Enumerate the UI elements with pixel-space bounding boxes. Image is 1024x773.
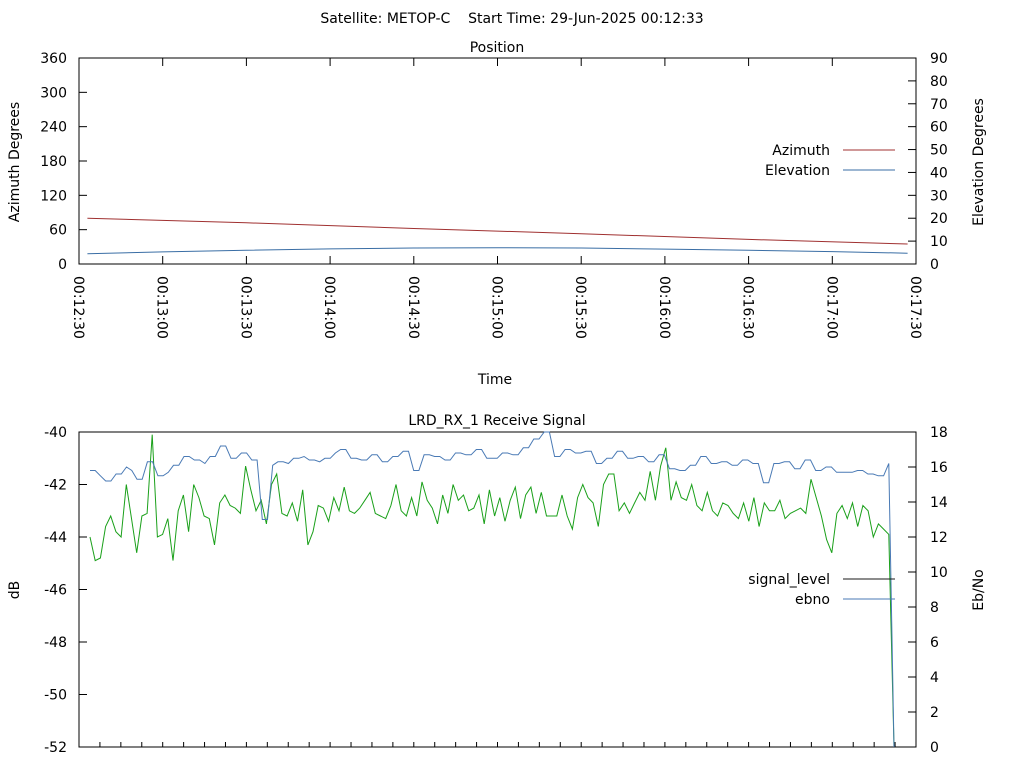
db-tick-label-0: -40: [44, 425, 67, 441]
ebno-tick-label-9: 18: [930, 425, 948, 441]
ebno-tick-label-2: 4: [930, 670, 939, 686]
elevation-tick-label-3: 30: [930, 188, 948, 204]
elevation-tick-label-4: 40: [930, 165, 948, 181]
elevation-tick-label-9: 90: [930, 51, 948, 67]
azimuth-tick-label-3: 180: [40, 154, 67, 170]
ebno-tick-label-0: 0: [930, 740, 939, 756]
legend-label-signal-level: signal_level: [748, 572, 830, 588]
ebno-tick-label-3: 6: [930, 635, 939, 651]
db-tick-label-1: -42: [44, 478, 67, 494]
ebno-tick-label-6: 12: [930, 530, 948, 546]
position-plot-frame: [78, 57, 917, 265]
azimuth-tick-label-2: 120: [40, 188, 67, 204]
legend-label-ebno: ebno: [795, 592, 830, 608]
signal-time-axis: [78, 742, 917, 747]
legend-label-azimuth: Azimuth: [772, 143, 830, 159]
azimuth-line: [87, 217, 908, 245]
receive-signal-chart: LRD_RX_1 Receive Signal -40-42-44-46-48-…: [7, 413, 987, 756]
time-tick-label-0: 00:12:30: [70, 276, 86, 339]
azimuth-axis-label: Azimuth Degrees: [7, 102, 23, 222]
time-tick-label-5: 00:15:00: [489, 276, 505, 339]
receive-signal-chart-title: LRD_RX_1 Receive Signal: [408, 413, 585, 429]
db-tick-label-5: -50: [44, 688, 67, 704]
azimuth-tick-label-0: 0: [58, 257, 67, 273]
azimuth-tick-label-4: 240: [40, 120, 67, 136]
position-chart: Position 0 60 120 180 240 300 360 0 10 20 30 40 50 6…: [7, 40, 987, 388]
receive-signal-series: [89, 431, 895, 748]
ebno-tick-label-7: 14: [930, 495, 948, 511]
db-tick-label-4: -48: [44, 635, 67, 651]
ebno-axis: 0 2 4 6 8 10 12 14 16 18: [908, 425, 948, 756]
receive-signal-plot-frame: [78, 431, 917, 748]
time-tick-label-8: 00:16:30: [740, 276, 756, 339]
position-series: [87, 217, 908, 255]
receive-signal-legend: signal_level ebno: [748, 572, 895, 608]
elevation-tick-label-7: 70: [930, 97, 948, 113]
ebno-line: [90, 431, 895, 748]
legend-label-elevation: Elevation: [765, 163, 830, 179]
db-axis: -40 -42 -44 -46 -48 -50 -52: [44, 425, 87, 756]
elevation-line: [87, 247, 908, 255]
position-chart-title: Position: [470, 40, 525, 56]
elevation-axis-label: Elevation Degrees: [971, 98, 987, 226]
elevation-tick-label-2: 20: [930, 211, 948, 227]
azimuth-tick-label-6: 360: [40, 51, 67, 67]
ebno-axis-label: Eb/No: [971, 569, 987, 611]
ebno-tick-label-1: 2: [930, 705, 939, 721]
azimuth-tick-label-1: 60: [49, 223, 67, 239]
time-tick-label-9: 00:17:00: [823, 276, 839, 339]
position-legend: Azimuth Elevation: [765, 143, 895, 179]
time-axis: 00:12:30 00:13:00 00:13:30 00:14:00 00:14:30…: [70, 58, 923, 339]
page-title: Satellite: METOP-C Start Time: 29-Jun-20…: [320, 11, 703, 27]
time-tick-label-4: 00:14:30: [405, 276, 421, 339]
elevation-tick-label-0: 0: [930, 257, 939, 273]
time-axis-label: Time: [477, 372, 512, 388]
elevation-tick-label-5: 50: [930, 143, 948, 159]
azimuth-tick-label-5: 300: [40, 85, 67, 101]
time-tick-label-2: 00:13:30: [237, 276, 253, 339]
time-tick-label-7: 00:16:00: [656, 276, 672, 339]
db-tick-label-6: -52: [44, 740, 67, 756]
time-tick-label-6: 00:15:30: [572, 276, 588, 339]
elevation-tick-label-1: 10: [930, 234, 948, 250]
ebno-tick-label-8: 16: [930, 460, 948, 476]
signal-level-line: [89, 434, 895, 748]
elevation-axis: 0 10 20 30 40 50 60 70 80 90: [908, 51, 948, 273]
db-tick-label-2: -44: [44, 530, 67, 546]
db-axis-label: dB: [7, 581, 23, 600]
time-tick-label-10: 00:17:30: [907, 276, 923, 339]
azimuth-axis: 0 60 120 180 240 300 360: [40, 51, 87, 273]
time-tick-label-1: 00:13:00: [154, 276, 170, 339]
elevation-tick-label-6: 60: [930, 120, 948, 136]
time-tick-label-3: 00:14:00: [321, 276, 337, 339]
elevation-tick-label-8: 80: [930, 74, 948, 90]
ebno-tick-label-5: 10: [930, 565, 948, 581]
db-tick-label-3: -46: [44, 583, 67, 599]
ebno-tick-label-4: 8: [930, 600, 939, 616]
